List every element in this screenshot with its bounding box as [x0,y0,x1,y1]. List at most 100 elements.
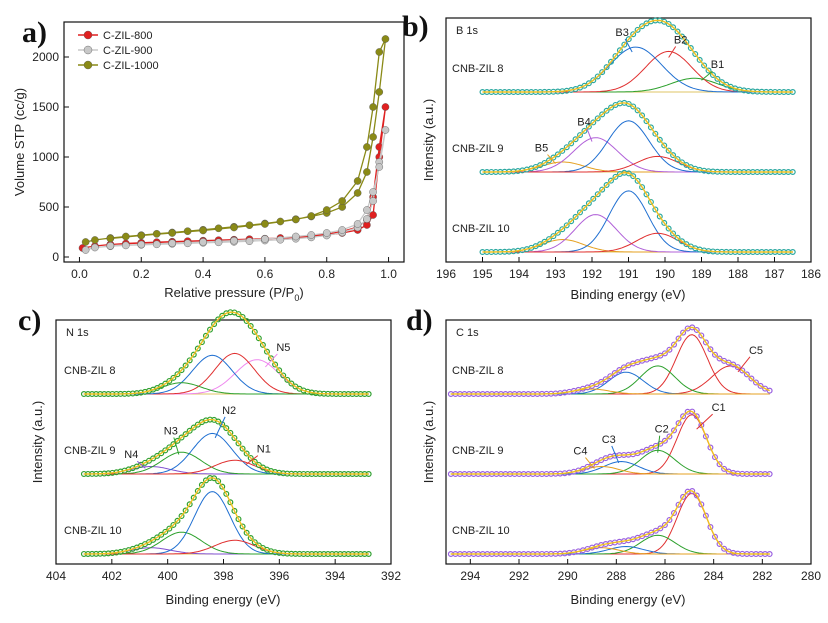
data-point [585,123,592,130]
data-point [665,147,672,154]
data-point [702,433,709,440]
panel-d-spectra: CNB-ZIL 8 C5 CNB-ZIL 9 C1 C2 C3 C4 CNB-ZIL 10 [447,324,773,557]
data-point [698,501,705,508]
data-point [170,521,177,528]
series-point-C-ZIL-1000 [369,103,377,111]
x-tick-label: 187 [764,267,784,281]
series-point-C-ZIL-800 [369,211,377,219]
series-point-C-ZIL-1000 [106,234,115,243]
series-point-C-ZIL-900 [369,197,377,205]
data-point [616,367,623,374]
x-tick-label: 402 [102,569,122,583]
panel-b-core-level: B 1s [456,25,479,37]
y-tick-label: 500 [39,200,59,214]
data-point [683,39,690,46]
data-point [639,184,646,191]
data-point [590,77,597,84]
data-point [661,142,668,149]
data-point [162,528,169,535]
panel-a-xlabel: Relative pressure (P/P0) [164,285,303,303]
x-tick-label: 189 [691,267,711,281]
data-point [657,525,664,532]
data-point [259,341,266,348]
sample-label: CNB-ZIL 8 [452,365,504,377]
peak-label-arrow [265,353,278,368]
series-point-C-ZIL-900 [307,231,316,239]
peak-label: N4 [124,449,138,461]
data-point [537,241,544,248]
data-point [589,461,596,468]
legend-marker [83,60,93,70]
data-point [150,455,157,462]
legend-label: C-ZIL-800 [103,30,153,42]
component-peak [482,120,793,173]
x-tick-label: 0.2 [133,267,150,281]
x-tick-label: 0.0 [71,267,88,281]
series-point-C-ZIL-1000 [81,238,90,246]
x-tick-label: 282 [752,569,772,583]
peak-label-arrow [585,457,595,469]
data-point [711,533,718,540]
panel-c-xlabel: Binding energy (eV) [166,592,281,607]
peak-label-arrow [657,435,661,453]
data-point [227,499,234,506]
x-tick-label: 286 [655,569,675,583]
data-point [705,67,712,74]
x-tick-label: 292 [509,569,529,583]
data-point [680,413,687,420]
data-point [235,440,242,447]
data-point [276,367,283,374]
peak-label: N2 [222,405,236,417]
sample-label: CNB-ZIL 9 [452,445,504,457]
data-point [186,357,193,364]
series-point-C-ZIL-1000 [363,143,371,151]
data-point [702,512,709,519]
data-point [611,370,618,377]
x-tick-label: 290 [558,569,578,583]
data-point [215,478,222,485]
data-point [709,72,716,79]
data-point [158,531,165,538]
series-point-C-ZIL-800 [381,103,390,111]
data-point [166,377,173,384]
x-tick-label: 394 [325,569,345,583]
data-point [675,501,682,508]
y-tick-label: 1500 [32,100,59,114]
data-point [634,26,641,33]
panel-c-ticks: 404 402 400 398 396 394 392 [46,559,401,583]
data-point [739,367,746,374]
fit-envelope [450,489,770,555]
series-point-C-ZIL-900 [381,126,390,134]
data-point [170,374,177,381]
data-point [550,154,557,161]
data-point [674,234,681,241]
series-point-C-ZIL-900 [276,235,285,244]
data-point [707,444,714,451]
panel-d-letter: d) [406,304,433,337]
peak-label: N3 [164,426,178,438]
data-point [593,381,600,388]
data-point [630,103,637,110]
data-point [251,458,258,465]
fit-envelope [83,477,369,555]
series-point-C-ZIL-900 [214,238,223,247]
data-point [190,351,197,358]
x-tick-label: 193 [545,267,565,281]
data-point [251,328,258,335]
series-point-C-ZIL-1000 [322,206,331,214]
data-point [752,379,759,386]
data-point [178,513,185,520]
data-point [545,157,552,164]
data-point [630,31,637,38]
data-point [198,339,205,346]
sample-label: CNB-ZIL 8 [452,63,504,75]
series-point-C-ZIL-900 [81,246,90,254]
data-point [247,323,254,330]
data-point [766,387,773,394]
data-point [616,47,623,54]
data-point [696,56,703,63]
series-point-C-ZIL-900 [91,243,99,252]
data-point [707,346,714,353]
series-point-C-ZIL-900 [122,241,130,250]
